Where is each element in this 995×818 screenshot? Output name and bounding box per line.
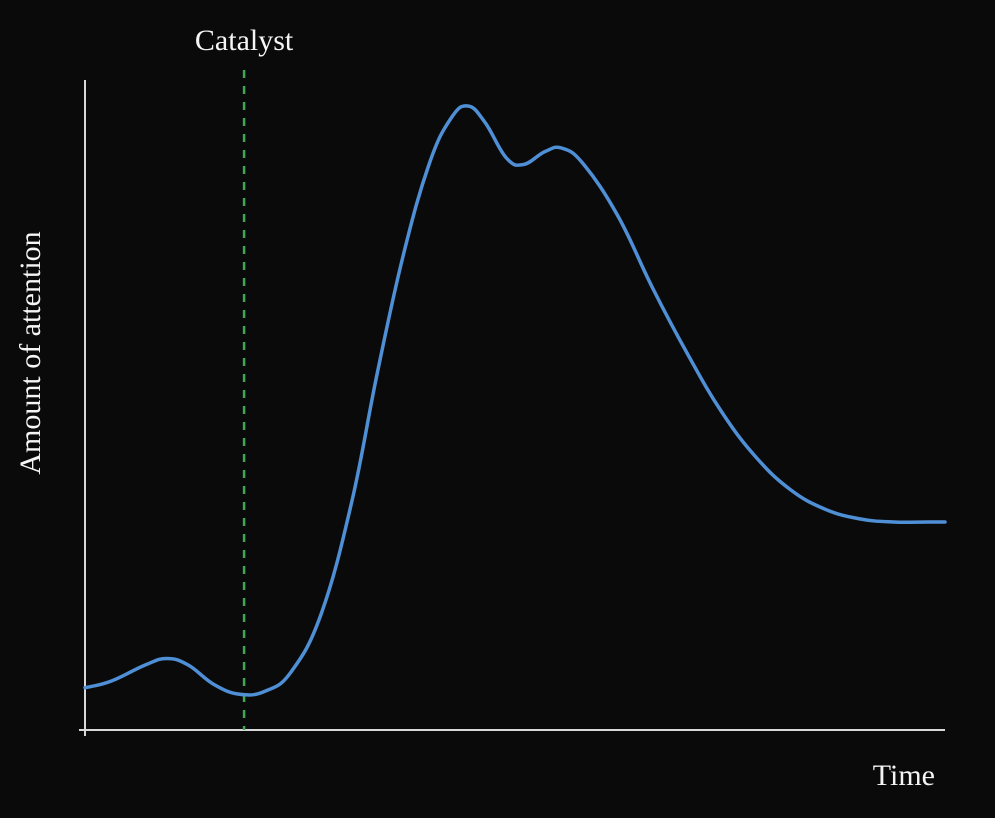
y-axis-label: Amount of attention	[14, 231, 47, 474]
chart-svg: Amount of attention Time Catalyst	[0, 0, 995, 818]
chart-background	[0, 0, 995, 818]
catalyst-label: Catalyst	[195, 24, 294, 57]
attention-time-chart: Amount of attention Time Catalyst	[0, 0, 995, 818]
x-axis-label: Time	[873, 759, 935, 792]
